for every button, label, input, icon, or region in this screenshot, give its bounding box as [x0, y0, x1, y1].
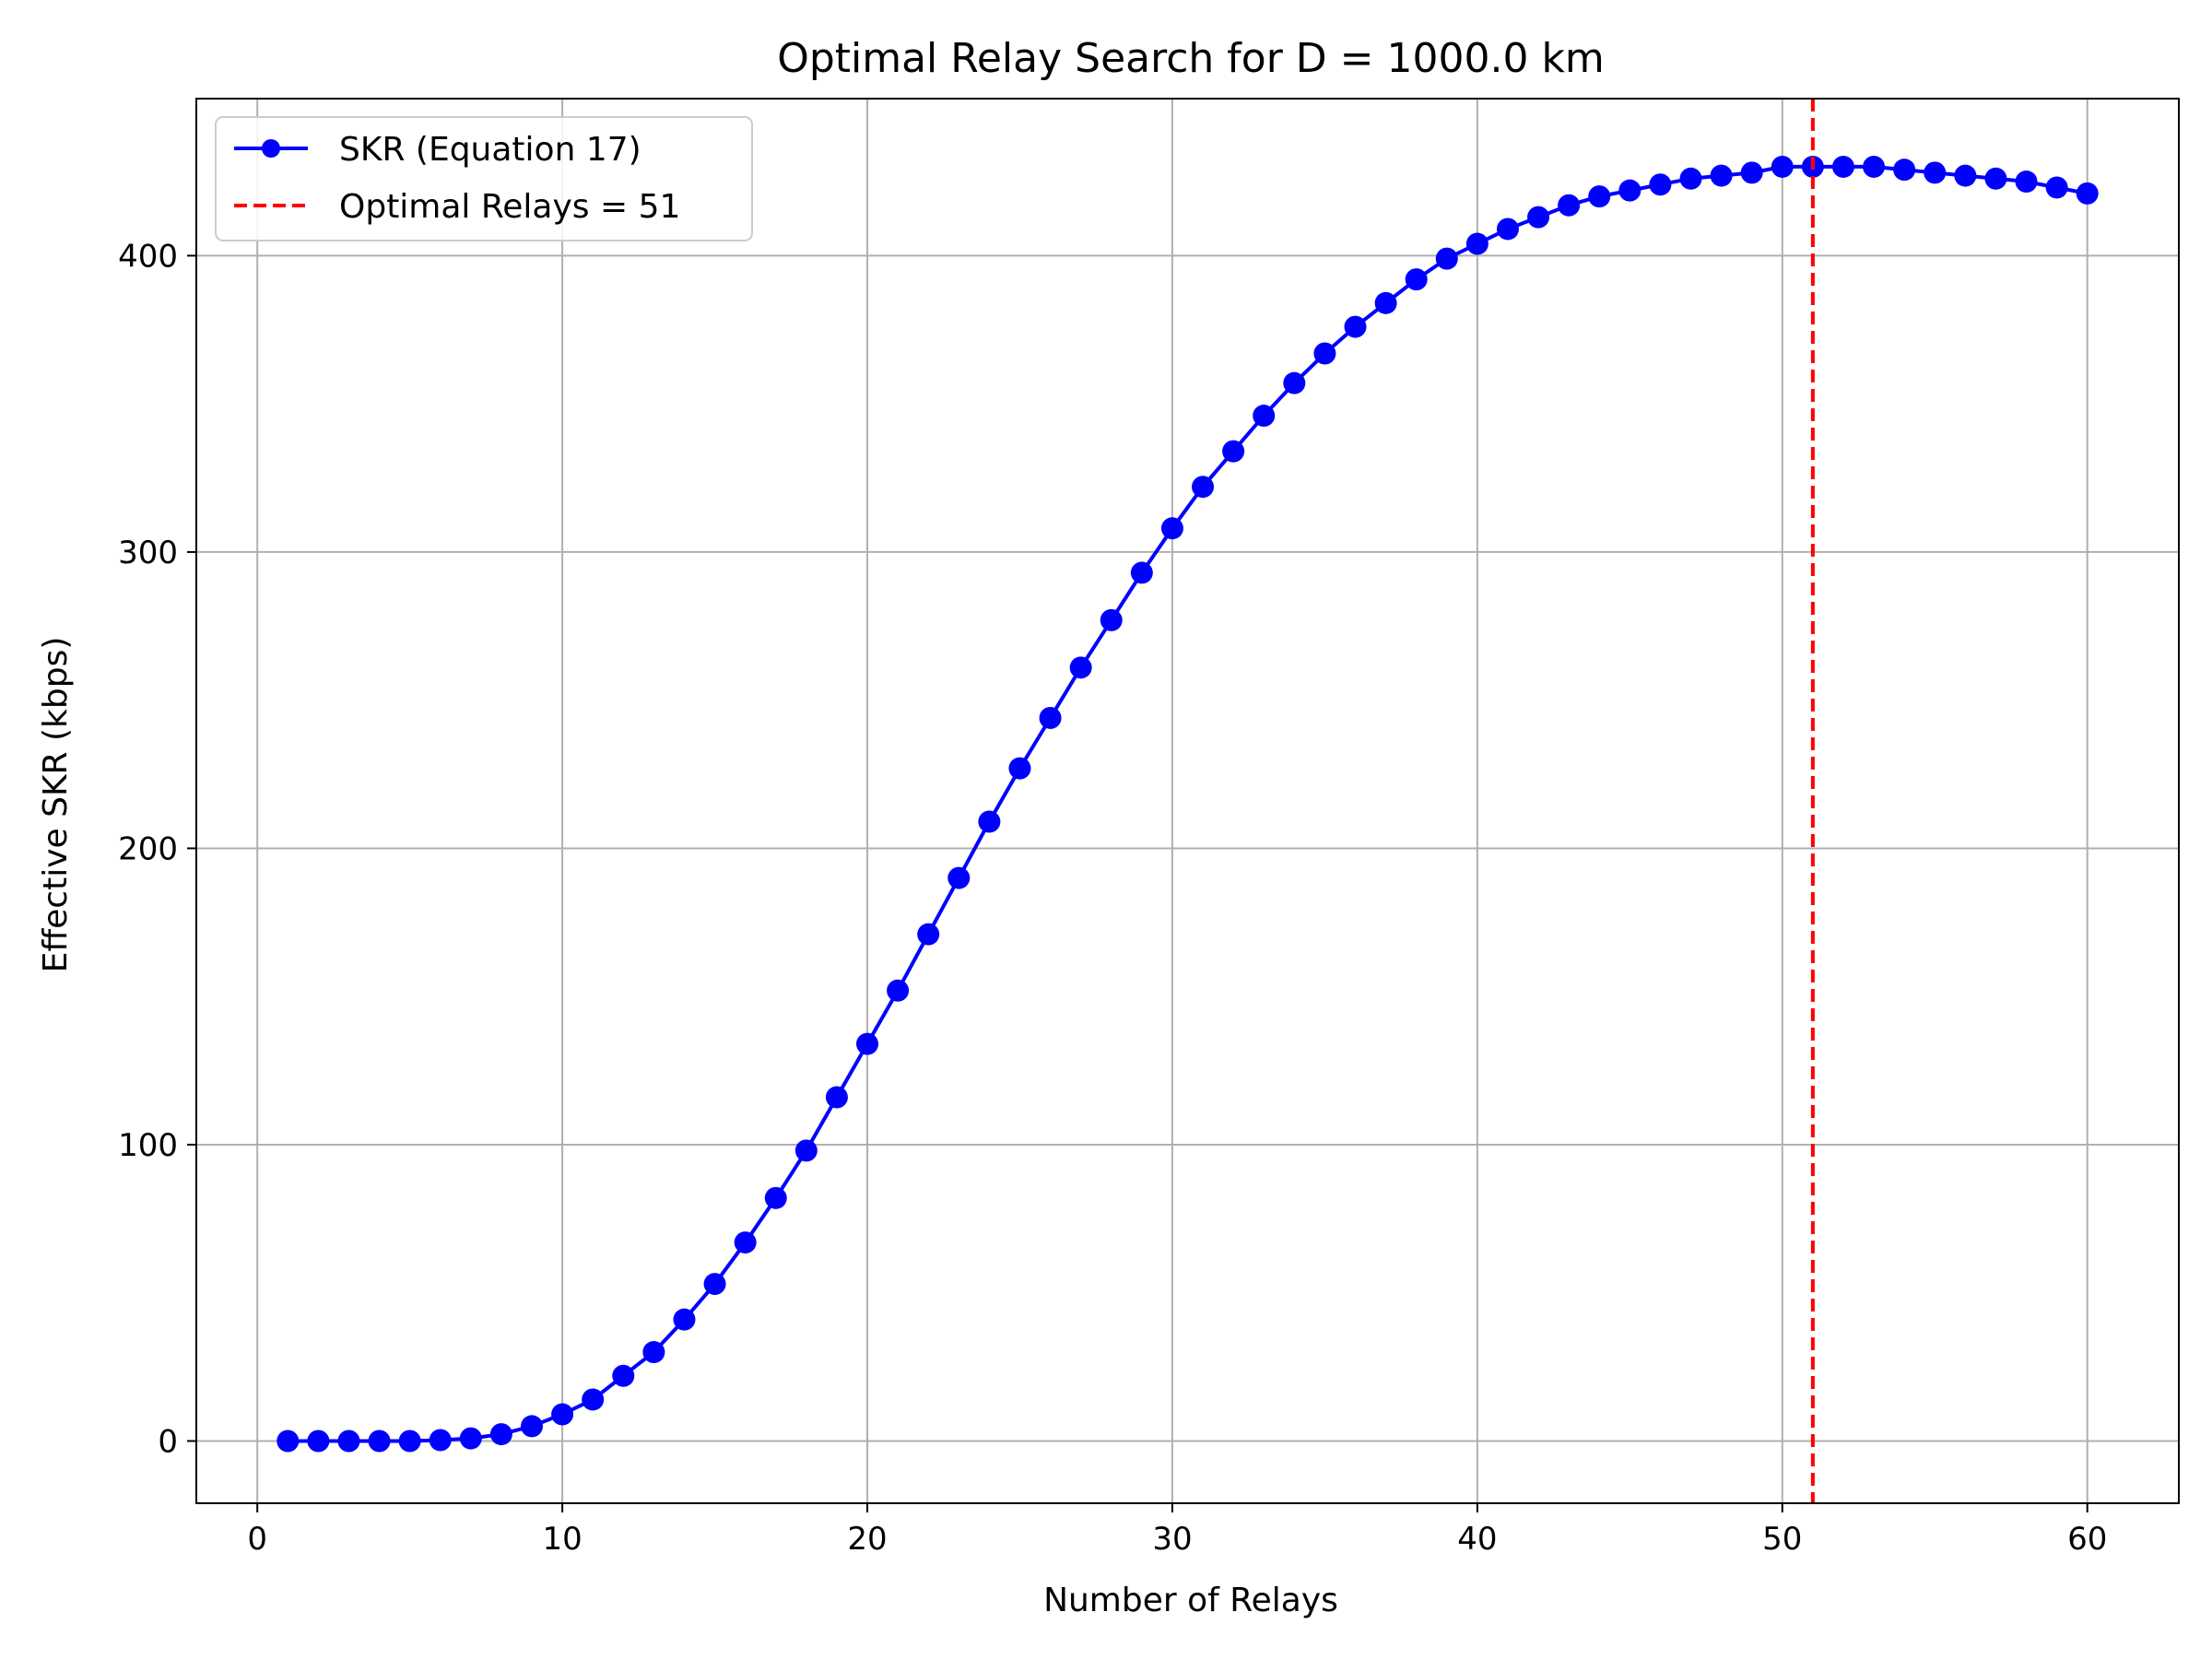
skr-data-point	[917, 923, 940, 946]
axis-ticks: 0 10 20 30 40 50 60 0 100 200 300 400	[118, 238, 2107, 1558]
skr-data-point	[1710, 164, 1733, 187]
skr-data-point	[856, 1032, 879, 1055]
skr-data-point	[276, 1430, 300, 1453]
skr-data-point	[582, 1388, 605, 1411]
skr-data-point	[673, 1308, 696, 1331]
skr-data-point	[1130, 561, 1153, 584]
skr-data-point	[642, 1341, 665, 1364]
x-tick-label: 50	[1762, 1521, 1802, 1558]
plot-frame	[195, 98, 2180, 1504]
x-tick-label: 0	[247, 1521, 267, 1558]
skr-data-point	[1588, 185, 1611, 208]
skr-data-point	[1313, 342, 1336, 365]
skr-data-point	[459, 1427, 482, 1450]
skr-data-point	[1283, 371, 1306, 394]
skr-data-point	[825, 1086, 848, 1109]
plot-area	[276, 99, 2099, 1503]
skr-data-point	[429, 1429, 452, 1452]
legend-box	[215, 116, 753, 241]
skr-data-point	[1222, 440, 1245, 463]
y-tick-label: 100	[118, 1127, 178, 1164]
grid-lines	[196, 99, 2179, 1503]
skr-data-point	[978, 810, 1001, 833]
skr-data-point	[307, 1430, 330, 1453]
y-tick-label: 400	[118, 238, 178, 275]
skr-data-point	[887, 979, 910, 1002]
x-tick-label: 40	[1457, 1521, 1497, 1558]
skr-data-point	[1984, 167, 2007, 190]
skr-data-point	[368, 1430, 391, 1453]
skr-data-point	[2076, 182, 2099, 205]
skr-data-point	[1618, 179, 1641, 202]
skr-data-point	[551, 1403, 574, 1426]
skr-data-point	[1100, 608, 1123, 631]
skr-data-point	[1558, 194, 1581, 217]
skr-data-point	[1496, 218, 1519, 241]
skr-data-point	[1069, 656, 1092, 679]
skr-data-point	[1527, 206, 1550, 229]
skr-data-point	[1893, 159, 1916, 182]
skr-data-point	[1253, 405, 1276, 428]
legend: SKR (Equation 17) Optimal Relays = 51	[215, 116, 753, 241]
skr-data-point	[337, 1430, 360, 1453]
skr-data-point	[1924, 161, 1947, 184]
skr-data-point	[1740, 161, 1763, 184]
skr-data-point	[1435, 247, 1458, 270]
skr-data-point	[794, 1139, 818, 1162]
skr-data-point	[1465, 232, 1488, 255]
skr-data-point	[1831, 155, 1854, 178]
skr-data-point	[1008, 757, 1031, 780]
skr-data-point	[1771, 155, 1794, 178]
skr-data-point	[947, 866, 971, 889]
skr-data-point	[1160, 517, 1183, 540]
skr-data-point	[489, 1423, 512, 1446]
x-tick-label: 10	[542, 1521, 582, 1558]
skr-data-point	[1679, 167, 1702, 190]
y-axis-label: Effective SKR (kbps)	[37, 637, 75, 973]
x-tick-label: 20	[847, 1521, 887, 1558]
skr-data-point	[1344, 315, 1367, 338]
skr-data-point	[1405, 268, 1428, 291]
skr-data-point	[612, 1364, 635, 1387]
skr-data-point	[1374, 291, 1397, 314]
legend-marker-skr	[262, 139, 280, 158]
skr-data-point	[1039, 706, 1062, 729]
y-tick-label: 300	[118, 535, 178, 571]
legend-label-optimal: Optimal Relays = 51	[339, 188, 680, 226]
skr-data-point	[2015, 171, 2038, 194]
skr-data-point	[398, 1430, 421, 1453]
x-axis-label: Number of Relays	[1043, 1582, 1338, 1619]
skr-data-point	[1192, 476, 1215, 499]
skr-data-point	[764, 1186, 787, 1209]
skr-data-point	[703, 1273, 726, 1296]
x-tick-label: 30	[1152, 1521, 1192, 1558]
skr-data-point	[1954, 164, 1977, 187]
legend-label-skr: SKR (Equation 17)	[339, 131, 641, 169]
chart-title: Optimal Relay Search for D = 1000.0 km	[777, 35, 1605, 82]
y-tick-label: 200	[118, 830, 178, 867]
skr-data-point	[734, 1231, 757, 1254]
skr-data-point	[1649, 173, 1672, 196]
skr-data-point	[521, 1415, 544, 1438]
y-tick-label: 0	[158, 1423, 178, 1460]
x-tick-label: 60	[2067, 1521, 2107, 1558]
skr-data-point	[1863, 155, 1886, 178]
skr-data-point	[2045, 176, 2068, 199]
